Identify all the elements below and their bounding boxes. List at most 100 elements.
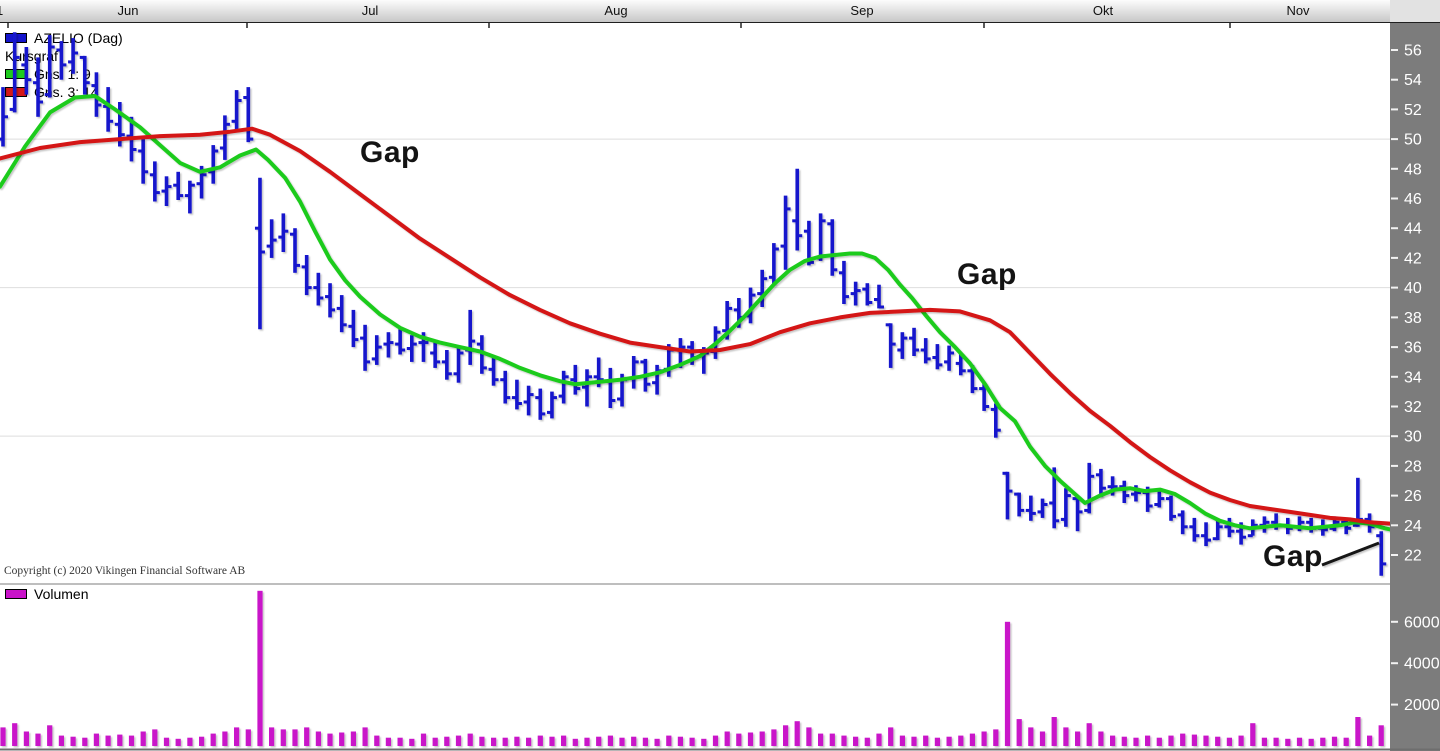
ohlc-bar <box>91 72 102 117</box>
month-label: Aug <box>604 3 628 18</box>
volume-bar <box>444 736 450 746</box>
ohlc-bar <box>605 367 616 408</box>
ohlc-bar <box>79 55 90 95</box>
volume-bar <box>1273 737 1279 746</box>
volume-bar <box>339 732 345 746</box>
volume-bar <box>70 736 76 746</box>
ohlc-bar <box>570 364 581 395</box>
ohlc-bar <box>850 281 861 306</box>
volume-bar <box>0 727 6 746</box>
ohlc-bar <box>476 335 487 374</box>
ohlc-bar <box>909 327 920 356</box>
volume-bar <box>1051 717 1057 746</box>
ohlc-bar <box>1177 510 1188 535</box>
volume-bar <box>923 735 929 746</box>
volume-bar <box>47 725 53 746</box>
volume-bar <box>572 738 578 746</box>
volume-bar <box>584 737 590 746</box>
volume-bar <box>841 735 847 746</box>
volume-bar <box>222 731 228 746</box>
volume-bar <box>187 737 193 746</box>
ohlc-bar <box>325 283 336 318</box>
volume-bar <box>549 736 555 746</box>
ohlc-bar <box>558 370 569 404</box>
gap-annotation-2: Gap <box>957 258 1017 291</box>
volume-bar <box>864 737 870 746</box>
volume-tick-label: 6000' <box>1404 614 1440 631</box>
date-axis-partial-label: 1 <box>0 3 3 18</box>
volume-bar <box>327 733 333 746</box>
ohlc-bar <box>44 35 55 98</box>
volume-bar <box>642 737 648 746</box>
volume-bar <box>631 736 637 746</box>
ma-line-fast <box>0 94 1394 532</box>
ohlc-bar <box>1014 492 1025 517</box>
volume-bar <box>1355 717 1361 746</box>
volume-bar <box>1039 731 1046 746</box>
ohlc-bar <box>500 370 511 404</box>
volume-bar <box>736 733 742 746</box>
volume-bar <box>93 733 99 746</box>
ohlc-bar <box>441 350 452 380</box>
volume-bar <box>117 734 123 746</box>
right-axis-panel <box>1390 22 1440 751</box>
volume-bar <box>257 590 263 747</box>
ohlc-bar <box>465 309 476 365</box>
volume-bars-group <box>0 590 1384 747</box>
volume-bar <box>1180 733 1186 746</box>
ohlc-bar <box>301 255 312 296</box>
ohlc-bar <box>1189 517 1200 542</box>
volume-bar <box>1028 727 1034 746</box>
volume-bar <box>619 737 625 746</box>
ohlc-bar <box>546 391 557 419</box>
ohlc-bar <box>1025 495 1036 521</box>
month-label: Jul <box>361 3 379 18</box>
ohlc-bar <box>184 180 195 214</box>
volume-bar <box>1215 736 1221 746</box>
volume-bar <box>479 736 485 746</box>
ohlc-bar <box>1201 522 1212 547</box>
ohlc-bar <box>1212 520 1223 541</box>
volume-bar <box>666 735 672 746</box>
volume-bar <box>269 727 275 746</box>
volume-bar <box>911 736 917 746</box>
ohlc-bar <box>1224 517 1235 538</box>
volume-bar <box>783 725 789 746</box>
volume-bar <box>1285 738 1291 746</box>
volume-bar <box>853 736 859 746</box>
ohlc-bar <box>838 260 849 304</box>
ohlc-bar <box>827 219 838 276</box>
volume-bar <box>245 729 251 746</box>
volume-bar <box>1296 737 1303 746</box>
volume-bar <box>1367 735 1373 746</box>
ohlc-bar <box>161 176 172 206</box>
ohlc-bar <box>944 345 955 371</box>
volume-bar <box>654 738 660 746</box>
gap-annotation-1: Gap <box>360 136 420 169</box>
volume-bar <box>818 733 824 746</box>
volume-bar <box>1145 735 1151 746</box>
month-label: Okt <box>1092 3 1114 18</box>
volume-bar <box>1261 737 1267 746</box>
ma-line-slow <box>0 126 1394 526</box>
ohlc-bar <box>488 356 499 386</box>
ohlc-bar <box>254 177 265 330</box>
volume-bar <box>946 736 952 746</box>
ohlc-bar <box>243 87 254 143</box>
ohlc-bar <box>897 332 908 359</box>
volume-bar <box>1203 735 1209 746</box>
volume-bar <box>888 727 894 746</box>
volume-bar <box>315 731 321 746</box>
price-tick-label: 24 <box>1404 518 1422 535</box>
ohlc-bar <box>652 364 663 395</box>
ohlc-bar <box>792 168 803 251</box>
volume-bar <box>350 731 356 746</box>
volume-bar <box>689 737 695 746</box>
volume-bar <box>128 735 135 746</box>
ohlc-bar <box>231 90 242 131</box>
volume-series-swatch-icon <box>5 589 27 599</box>
ohlc-bar <box>1084 462 1095 514</box>
volume-bar <box>561 735 567 746</box>
volume-bar <box>12 723 18 746</box>
